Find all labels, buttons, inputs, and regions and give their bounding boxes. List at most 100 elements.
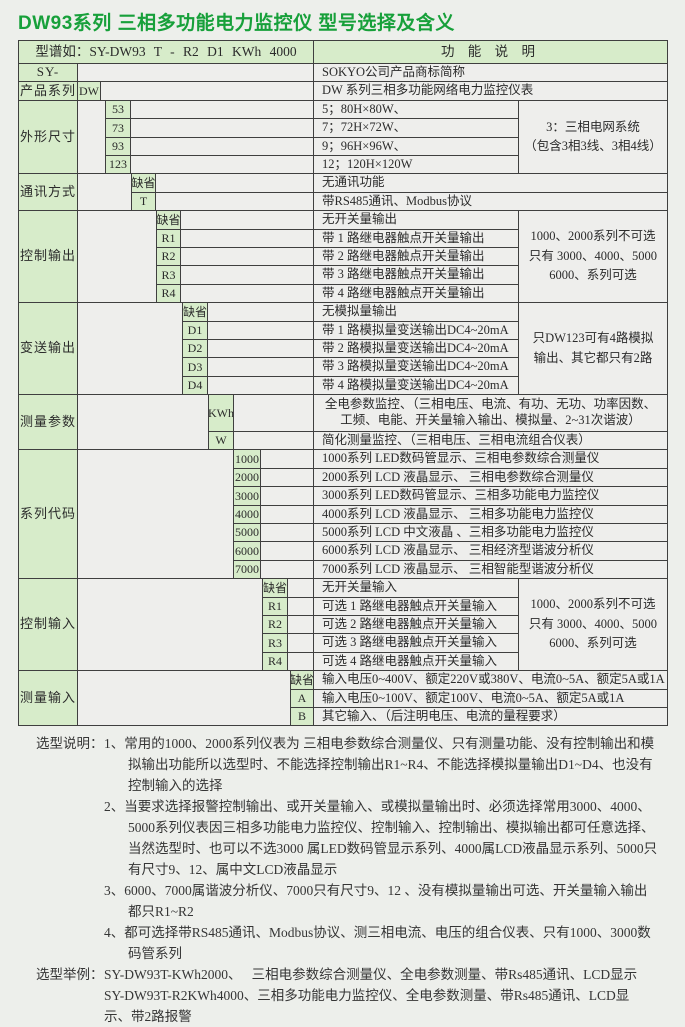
- filler-cell: [207, 339, 314, 358]
- filler-cell: [180, 284, 314, 303]
- code-cell: 3000: [233, 486, 261, 506]
- filler-cell: [77, 670, 291, 726]
- filler-cell: [180, 210, 314, 230]
- code-cell: W: [208, 431, 234, 450]
- code-cell: R2: [262, 615, 288, 634]
- examples-label: 选型举例：: [36, 967, 104, 982]
- description-cell: 5000系列 LCD 中文液晶 、三相多功能电力监控仪: [313, 523, 668, 542]
- description-cell: 无通讯功能: [313, 173, 668, 193]
- filler-cell: [287, 597, 314, 616]
- filler-cell: [207, 357, 314, 377]
- filler-cell: [233, 394, 314, 432]
- code-cell: 缺省: [131, 173, 156, 193]
- table-header-function: 功 能 说 明: [313, 40, 668, 64]
- code-cell: D2: [182, 339, 208, 358]
- description-cell: 带 1 路继电器触点开关量输出: [313, 229, 519, 248]
- description-cell: 可选 2 路继电器触点开关量输入: [313, 615, 519, 634]
- code-cell: D1: [182, 321, 208, 340]
- filler-cell: [155, 192, 314, 211]
- code-cell: 5000: [233, 523, 261, 542]
- filler-cell: [260, 449, 314, 469]
- code-cell: 缺省: [262, 578, 288, 598]
- code-cell: D3: [182, 357, 208, 377]
- bottom-text: 选型说明： 1、常用的1000、2000系列仪表为 三相电参数综合测量仪、只有测…: [36, 733, 670, 1027]
- code-cell: R4: [156, 284, 181, 303]
- filler-cell: [287, 578, 314, 598]
- note-cell: 只DW123可有4路模拟 输出、其它都只有2路: [518, 302, 668, 395]
- description-cell: 2000系列 LCD 液晶显示、 三相电参数综合测量仪: [313, 468, 668, 487]
- description-cell: SOKYO公司产品商标简称: [313, 63, 668, 82]
- table-header-model: 型谱如：SY-DW93 T - R2 D1 KWh 4000: [18, 40, 314, 64]
- group-label-cell: 变送输出: [18, 302, 78, 395]
- description-cell: 无开关量输出: [313, 210, 519, 230]
- description-cell: 带 1 路模拟量变送输出DC4~20mA: [313, 321, 519, 340]
- description-cell: 可选 4 路继电器触点开关量输入: [313, 652, 519, 671]
- description-cell: 无模拟量输出: [313, 302, 519, 322]
- code-cell: R1: [262, 597, 288, 616]
- group-label-cell: 外形尺寸: [18, 100, 78, 174]
- filler-cell: [180, 247, 314, 266]
- description-cell: 带 2 路继电器触点开关量输出: [313, 247, 519, 266]
- filler-cell: [180, 265, 314, 285]
- description-cell: 7000系列 LCD 液晶显示、 三相智能型谐波分析仪: [313, 560, 668, 579]
- filler-cell: [77, 394, 209, 450]
- filler-cell: [287, 652, 314, 671]
- description-cell: 带 2 路模拟量变送输出DC4~20mA: [313, 339, 519, 358]
- filler-cell: [77, 173, 132, 211]
- filler-cell: [130, 100, 314, 119]
- description-cell: 输入电压0~100V、额定100V、电流0~5A、额定5A或1A: [313, 689, 668, 708]
- description-cell: 9；96H×96W、: [313, 137, 519, 156]
- description-cell: 带 3 路继电器触点开关量输出: [313, 265, 519, 285]
- page-title: DW93系列 三相多功能电力监控仪 型号选择及含义: [18, 13, 455, 34]
- code-cell: A: [290, 689, 314, 708]
- description-cell: 输入电压0~400V、额定220V或380V、电流0~5A、额定5A或1A: [313, 670, 668, 690]
- description-cell: 无开关量输入: [313, 578, 519, 598]
- filler-cell: [77, 449, 234, 579]
- code-cell: KWh: [208, 394, 234, 432]
- code-cell: 缺省: [156, 210, 181, 230]
- filler-cell: [260, 486, 314, 506]
- description-cell: 3000系列 LED数码管显示、三相多功能电力监控仪: [313, 486, 668, 506]
- filler-cell: [260, 468, 314, 487]
- code-cell: 2000: [233, 468, 261, 487]
- code-cell: 缺省: [182, 302, 208, 322]
- description-cell: 1000系列 LED数码管显示、三相电参数综合测量仪: [313, 449, 668, 469]
- code-cell: 4000: [233, 505, 261, 524]
- example-lines: SY-DW93T-KWh2000、 三相电参数综合测量仪、全电参数测量、带Rs4…: [104, 964, 652, 1027]
- filler-cell: [233, 431, 314, 450]
- note-item: 2、当要求选择报警控制输出、或开关量输入、或模拟量输出时、必须选择常用3000、…: [104, 799, 658, 877]
- filler-cell: [180, 229, 314, 248]
- note-cell: 1000、2000系列不可选 只有 3000、4000、5000 6000、系列…: [518, 210, 668, 303]
- group-label-cell: 测量输入: [18, 670, 78, 726]
- filler-cell: [287, 615, 314, 634]
- filler-cell: [77, 302, 183, 395]
- filler-cell: [130, 118, 314, 138]
- example-line: SY-DW93T-R2KWh4000、三相多功能电力监控仪、全电参数测量、带Rs…: [104, 988, 630, 1024]
- filler-cell: [77, 63, 314, 82]
- model-selection-table: 型谱如：SY-DW93 T - R2 D1 KWh 4000 功 能 说 明 SY-…: [18, 40, 668, 726]
- code-cell: R2: [156, 247, 181, 266]
- group-label-cell: SY-: [18, 63, 78, 82]
- code-cell: R1: [156, 229, 181, 248]
- description-cell: 7；72H×72W、: [313, 118, 519, 138]
- code-cell: R3: [262, 633, 288, 653]
- description-cell: 带RS485通讯、Modbus协议: [313, 192, 668, 211]
- note-cell: 3：三相电网系统 （包含3相3线、3相4线）: [518, 100, 668, 174]
- selection-examples-block: 选型举例： SY-DW93T-KWh2000、 三相电参数综合测量仪、全电参数测…: [36, 964, 670, 1027]
- code-cell: 53: [105, 100, 131, 119]
- code-cell: 1000: [233, 449, 261, 469]
- code-cell: T: [131, 192, 156, 211]
- filler-cell: [130, 155, 314, 174]
- note-item: 3、6000、7000属谐波分析仪、7000只有尺寸9、12 、没有模拟量输出可…: [104, 883, 648, 919]
- code-cell: DW: [77, 81, 101, 101]
- code-cell: 6000: [233, 541, 261, 561]
- description-cell: 可选 3 路继电器触点开关量输入: [313, 633, 519, 653]
- description-cell: 带 3 路模拟量变送输出DC4~20mA: [313, 357, 519, 377]
- description-cell: 12；120H×120W: [313, 155, 519, 174]
- filler-cell: [77, 100, 106, 174]
- description-cell: 带 4 路继电器触点开关量输出: [313, 284, 519, 303]
- filler-cell: [130, 137, 314, 156]
- code-cell: 73: [105, 118, 131, 138]
- group-label-cell: 系列代码: [18, 449, 78, 579]
- description-cell: 可选 1 路继电器触点开关量输入: [313, 597, 519, 616]
